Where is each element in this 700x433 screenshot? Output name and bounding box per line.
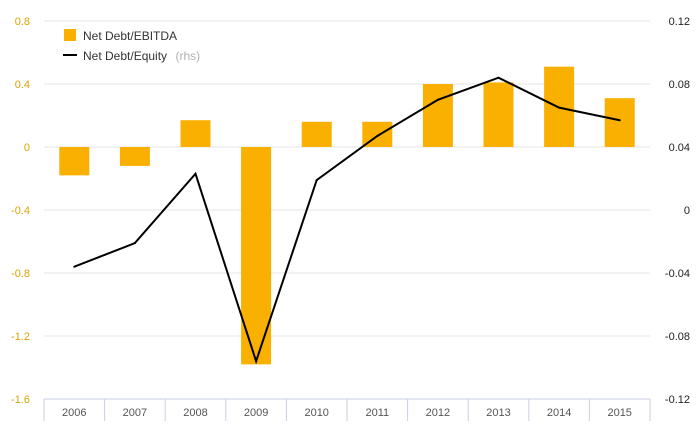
bar	[422, 84, 453, 147]
bar	[119, 147, 150, 166]
line-point	[436, 98, 439, 101]
bar	[180, 120, 211, 147]
left-axis-tick-label: 0	[24, 142, 30, 154]
line-point	[497, 76, 500, 79]
x-axis-tick-label: 2011	[365, 407, 389, 419]
right-axis-tick-label: -0.08	[665, 331, 690, 343]
right-axis-tick-label: -0.12	[665, 394, 690, 406]
x-axis-tick-label: 2010	[304, 407, 328, 419]
right-axis-tick-label: 0.12	[669, 16, 690, 28]
left-axis-tick-label: 0.8	[15, 16, 30, 28]
right-axis-ticks: 0.12 0.08 0.04 0 -0.04 -0.08 -0.12	[665, 16, 690, 406]
left-axis-ticks: 0.8 0.4 0 -0.4 -0.8 -1.2 -1.6	[11, 16, 30, 406]
right-axis-tick-label: 0.08	[669, 79, 690, 91]
x-axis-tick-label: 2013	[486, 407, 510, 419]
right-axis-tick-label: 0.04	[669, 142, 690, 154]
line-path	[73, 76, 620, 365]
left-axis-tick-label: -0.4	[11, 205, 30, 217]
legend-label-line-suffix: (rhs)	[176, 49, 201, 63]
line-series	[73, 76, 621, 365]
bar	[301, 121, 332, 147]
legend-swatch-bar	[64, 29, 76, 41]
x-axis-tick-label: 2007	[123, 407, 147, 419]
x-axis-tick-label: 2009	[244, 407, 268, 419]
x-axis-tick-label: 2015	[607, 407, 631, 419]
line-point	[133, 242, 136, 245]
line-point	[194, 172, 197, 175]
line-point	[618, 119, 621, 122]
left-axis-tick-label: -1.2	[11, 331, 30, 343]
legend-label-line: Net Debt/Equity	[83, 49, 167, 63]
line-point	[73, 265, 76, 268]
right-axis-tick-label: -0.04	[665, 268, 690, 280]
x-axis-tick-label: 2014	[547, 407, 571, 419]
legend-label-line-group: Net Debt/Equity (rhs)	[83, 47, 200, 64]
left-axis-tick-label: -1.6	[11, 394, 30, 406]
right-axis-tick-label: 0	[684, 205, 690, 217]
x-axis-tick-label: 2012	[426, 407, 450, 419]
bar	[59, 147, 90, 176]
line-point	[558, 106, 561, 109]
bar	[483, 82, 514, 147]
x-axis: 2006 2007 2008 2009 2010 2011 2012 2013 2014 2015	[43, 398, 651, 421]
bar	[604, 98, 635, 147]
bar-series	[59, 66, 635, 365]
legend-label-bar: Net Debt/EBITDA	[83, 29, 177, 43]
line-point	[255, 360, 258, 363]
x-axis-tick-label: 2008	[183, 407, 207, 419]
left-axis-tick-label: -0.8	[11, 268, 30, 280]
left-axis-tick-label: 0.4	[15, 79, 30, 91]
x-axis-tick-label: 2006	[62, 407, 86, 419]
legend: Net Debt/EBITDA Net Debt/Equity (rhs)	[63, 29, 200, 64]
line-point	[376, 134, 379, 137]
line-point	[315, 179, 318, 182]
